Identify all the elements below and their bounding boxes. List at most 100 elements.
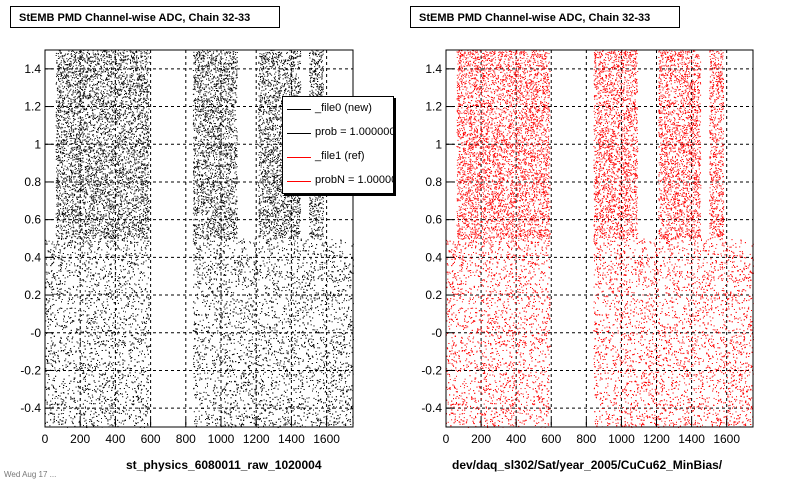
scatter-point [115, 54, 117, 56]
scatter-point [64, 177, 66, 179]
scatter-point [120, 205, 122, 207]
scatter-point [79, 213, 81, 215]
scatter-point [90, 69, 92, 71]
scatter-point [141, 171, 143, 173]
scatter-point [93, 177, 95, 179]
scatter-point [99, 116, 101, 118]
scatter-point [130, 177, 131, 179]
scatter-point [147, 210, 148, 212]
scatter-point [148, 108, 150, 110]
scatter-point [68, 86, 70, 88]
scatter-point [129, 208, 131, 210]
scatter-point [206, 102, 208, 104]
scatter-point [141, 90, 143, 92]
scatter-point [82, 86, 84, 88]
scatter-point [99, 189, 101, 191]
scatter-point [98, 195, 100, 197]
scatter-point [144, 99, 146, 101]
scatter-point [103, 167, 104, 169]
scatter-point [82, 128, 84, 130]
scatter-point [146, 114, 148, 116]
scatter-point [146, 155, 148, 157]
scatter-point [101, 192, 103, 194]
scatter-point [204, 162, 206, 164]
scatter-point [100, 81, 102, 82]
scatter-point [129, 97, 131, 99]
scatter-point [130, 127, 132, 128]
scatter-point [95, 73, 97, 75]
scatter-point [138, 76, 140, 78]
scatter-point [59, 162, 61, 164]
scatter-point [196, 233, 198, 235]
scatter-point [78, 51, 80, 53]
scatter-point [131, 123, 133, 125]
scatter-point [146, 185, 148, 187]
scatter-point [98, 70, 100, 72]
scatter-point [142, 196, 144, 198]
scatter-point [100, 128, 102, 130]
scatter-point [98, 145, 100, 147]
scatter-point [207, 199, 209, 201]
scatter-point [130, 212, 132, 214]
scatter-point [90, 165, 92, 167]
scatter-point [143, 107, 145, 109]
scatter-point [108, 75, 110, 77]
scatter-point [80, 221, 82, 223]
scatter-point [94, 188, 96, 190]
scatter-point [138, 207, 139, 209]
scatter-point [106, 205, 108, 207]
scatter-point [122, 238, 124, 239]
scatter-point [120, 167, 122, 169]
scatter-point [92, 85, 94, 87]
scatter-point [135, 144, 137, 146]
scatter-point [142, 55, 144, 57]
scatter-point [104, 210, 106, 211]
scatter-point [100, 183, 102, 185]
scatter-point [117, 68, 119, 70]
scatter-point [131, 80, 133, 82]
scatter-point [127, 232, 129, 234]
scatter-point [89, 65, 91, 67]
scatter-point [97, 140, 99, 142]
scatter-point [85, 216, 87, 218]
scatter-point [57, 156, 59, 158]
scatter-point [147, 91, 149, 93]
scatter-point [128, 149, 130, 151]
scatter-point [90, 101, 92, 103]
scatter-point [60, 229, 62, 231]
scatter-point [65, 143, 67, 145]
scatter-point [69, 109, 71, 111]
scatter-point [138, 86, 140, 87]
scatter-point [115, 235, 117, 237]
scatter-point [97, 127, 99, 129]
scatter-point [88, 238, 90, 240]
scatter-point [104, 193, 105, 195]
scatter-point [117, 214, 119, 216]
scatter-point [79, 125, 81, 126]
scatter-point [139, 215, 141, 217]
scatter-point [78, 112, 80, 114]
scatter-point [115, 110, 117, 112]
scatter-point [58, 100, 60, 102]
scatter-point [59, 180, 61, 182]
scatter-point [143, 183, 145, 185]
scatter-point [131, 134, 133, 135]
scatter-point [120, 163, 121, 165]
scatter-point [137, 118, 139, 120]
scatter-point [86, 129, 88, 131]
scatter-point [65, 82, 67, 84]
scatter-point [88, 184, 90, 186]
scatter-point [88, 155, 90, 157]
scatter-point [136, 235, 138, 237]
scatter-point [106, 55, 108, 57]
scatter-point [206, 210, 208, 212]
scatter-point [88, 152, 90, 154]
scatter-point [148, 147, 149, 149]
scatter-point [66, 77, 67, 79]
scatter-point [107, 127, 109, 129]
scatter-point [93, 95, 95, 97]
scatter-point [199, 143, 201, 145]
scatter-point [127, 134, 129, 136]
scatter-point [77, 90, 79, 92]
scatter-point [140, 189, 142, 191]
